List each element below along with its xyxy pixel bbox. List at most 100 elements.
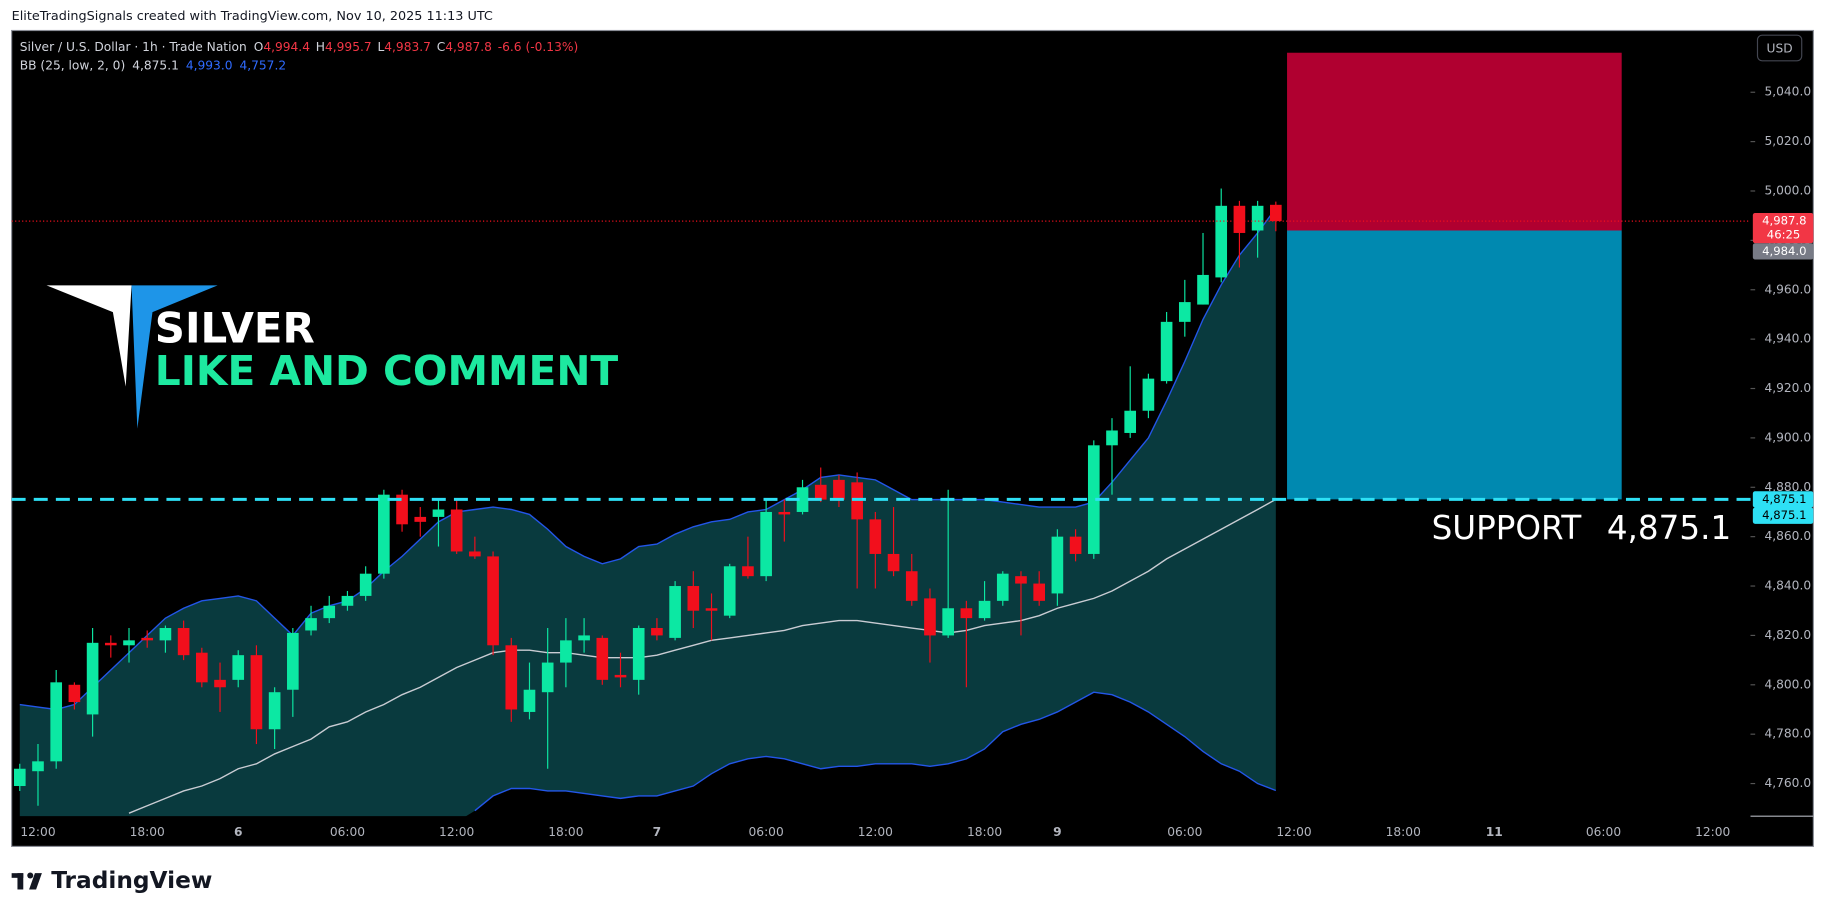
band-basis xyxy=(128,498,1277,814)
y-tick-label: 4,800.0 xyxy=(1764,677,1811,691)
y-tick-label: 4,940.0 xyxy=(1764,332,1811,346)
candle-body xyxy=(1033,583,1045,601)
x-tick-label: 06:00 xyxy=(1167,825,1202,839)
indicator-name: BB (25, low, 2, 0) xyxy=(20,58,125,72)
candle-body xyxy=(632,628,645,680)
legend-key: C xyxy=(437,39,446,53)
candle-body xyxy=(32,761,44,772)
y-tick-label: 4,820.0 xyxy=(1764,628,1811,642)
footer-mark xyxy=(17,873,24,890)
indicator-value: 4,757.2 xyxy=(239,58,286,72)
candle-body xyxy=(778,511,791,515)
price-tag xyxy=(1752,243,1814,260)
legend-value: 4,994.4 xyxy=(263,39,310,53)
y-tick-label: 4,760.0 xyxy=(1764,776,1811,790)
candle-body xyxy=(978,600,991,619)
candle-body xyxy=(996,573,1009,601)
candle-body xyxy=(1233,205,1246,233)
candle-body xyxy=(1015,576,1027,584)
logo xyxy=(46,285,218,429)
candle-body xyxy=(1270,204,1282,222)
x-tick-label: 18:00 xyxy=(130,825,165,839)
price-tag-label: 4,875.1 xyxy=(1762,492,1806,506)
x-tick-label: 9 xyxy=(1053,825,1062,839)
candle-body xyxy=(196,652,208,683)
candle-body xyxy=(1251,205,1264,231)
indicator-value: 4,875.1 xyxy=(132,58,179,72)
candle-body xyxy=(1106,430,1118,446)
price-tag-label: 4,875.1 xyxy=(1762,508,1806,522)
candle-body xyxy=(432,509,445,517)
candle-body xyxy=(687,586,700,611)
y-tick-label: 4,880.0 xyxy=(1764,480,1811,494)
y-tick-label: 5,040.0 xyxy=(1764,85,1811,99)
candle-body xyxy=(705,608,718,611)
candle-body xyxy=(887,553,900,572)
x-tick-label: 7 xyxy=(653,825,662,839)
candle-body xyxy=(1215,205,1228,278)
candle-body xyxy=(341,595,354,606)
support-text: SUPPORT 4,875.1 xyxy=(1432,509,1732,547)
support-value: 4,875.1 xyxy=(1607,509,1731,547)
candle-body xyxy=(1051,536,1064,594)
band-upper xyxy=(19,207,1277,711)
candle-body xyxy=(305,618,317,631)
indicator-line: BB (25, low, 2, 0) 4,875.1 4,993.0 4,757.2 xyxy=(20,58,286,72)
candle-body xyxy=(960,608,973,619)
footer: TradingView xyxy=(51,867,212,894)
x-tick-label: 11 xyxy=(1486,825,1503,839)
candle-body xyxy=(924,598,936,636)
y-tick-label: 4,860.0 xyxy=(1764,529,1811,543)
legend-value: 4,987.8 xyxy=(445,39,492,53)
footer-logo: TradingView xyxy=(11,867,212,894)
legend-change: -6.6 (-0.13%) xyxy=(498,39,578,53)
candle-body xyxy=(742,566,754,577)
legend-key: O xyxy=(254,39,264,53)
legend-symbol: Silver / U.S. Dollar · 1h · Trade Nation xyxy=(20,39,247,53)
header: EliteTradingSignals created with Trading… xyxy=(12,9,493,24)
candle-body xyxy=(141,637,154,641)
candle-body xyxy=(450,509,463,552)
price-tag xyxy=(1752,212,1814,244)
candle-body xyxy=(1124,410,1137,433)
currency-label[interactable]: USD xyxy=(1767,42,1793,56)
candle-body xyxy=(651,628,663,636)
support-word: SUPPORT xyxy=(1432,509,1582,547)
x-tick-label: 06:00 xyxy=(330,825,365,839)
footer-mark xyxy=(27,872,34,879)
price-tag xyxy=(1752,491,1814,508)
legend-key: L xyxy=(377,39,384,53)
x-tick-label: 12:00 xyxy=(439,825,474,839)
candle-body xyxy=(250,655,263,730)
candle-body xyxy=(359,573,372,596)
candle-body xyxy=(833,479,845,500)
y-tick-label: 4,780.0 xyxy=(1764,727,1811,741)
currency-button[interactable] xyxy=(1756,34,1803,62)
candle-body xyxy=(1069,536,1082,554)
candle-body xyxy=(596,637,609,680)
candle-body xyxy=(104,642,117,646)
x-tick-label: 18:00 xyxy=(1386,825,1421,839)
candle-body xyxy=(942,608,954,636)
x-tick-label: 12:00 xyxy=(858,825,893,839)
candle-body xyxy=(560,640,572,663)
candle-body xyxy=(287,632,299,690)
candle-body xyxy=(68,684,81,703)
candle-body xyxy=(469,551,481,557)
overlay-subtitle: LIKE AND COMMENT xyxy=(155,347,619,395)
candle-body xyxy=(1087,445,1100,554)
candle-body xyxy=(414,516,427,522)
band-lower xyxy=(474,691,1277,812)
legend-value: 4,983.7 xyxy=(384,39,431,53)
candle-body xyxy=(1197,274,1209,305)
candle-body xyxy=(378,494,390,574)
candle-body xyxy=(86,642,99,715)
band-fill xyxy=(19,208,1276,817)
price-tag-countdown: 46:25 xyxy=(1767,228,1801,242)
candle-body xyxy=(669,586,681,638)
y-tick-label: 5,020.0 xyxy=(1764,134,1811,148)
indicator-value: 4,993.0 xyxy=(186,58,233,72)
candle-body xyxy=(214,679,226,688)
candle-body xyxy=(323,605,336,619)
